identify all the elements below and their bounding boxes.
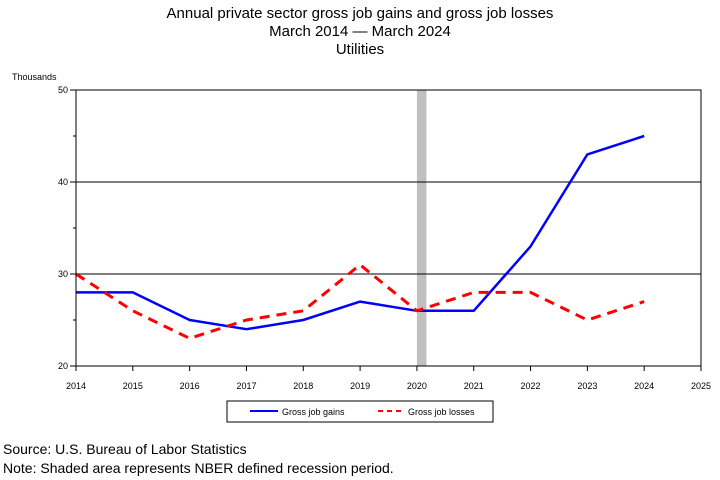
chart-subtitle-industry: Utilities xyxy=(335,41,385,58)
x-tick-label: 2017 xyxy=(236,381,256,391)
legend-label-gains: Gross job gains xyxy=(282,407,345,417)
x-tick-label: 2022 xyxy=(521,381,541,391)
chart-subtitle-period: March 2014 — March 2024 xyxy=(269,23,451,40)
legend-label-losses: Gross job losses xyxy=(408,407,475,417)
recession-note: Note: Shaded area represents NBER define… xyxy=(3,460,394,476)
x-tick-label: 2016 xyxy=(180,381,200,391)
legend: Gross job gains Gross job losses xyxy=(226,400,494,423)
y-tick-label: 20 xyxy=(58,361,68,371)
recession-band xyxy=(416,90,427,366)
x-tick-label: 2018 xyxy=(293,381,313,391)
line-chart: 20 30 40 50 2014 2015 2016 2017 2018 2019 2020 2021… xyxy=(12,72,711,423)
x-tick-label: 2014 xyxy=(66,381,86,391)
plot-area-frame xyxy=(75,89,702,367)
x-tick-label: 2023 xyxy=(577,381,597,391)
x-tick-label: 2020 xyxy=(407,381,427,391)
source-note: Source: U.S. Bureau of Labor Statistics xyxy=(3,441,247,457)
chart-title-block: Annual private sector gross job gains an… xyxy=(0,5,720,59)
x-tick-label: 2019 xyxy=(350,381,370,391)
y-tick-label: 50 xyxy=(58,85,68,95)
series-line-gross-job-losses xyxy=(75,263,645,340)
chart-title: Annual private sector gross job gains an… xyxy=(166,5,554,22)
x-tick-label: 2021 xyxy=(464,381,484,391)
x-tick-label: 2015 xyxy=(123,381,143,391)
x-tick-label: 2024 xyxy=(634,381,654,391)
x-tick-label: 2025 xyxy=(691,381,711,391)
y-axis-label: Thousands xyxy=(12,72,57,82)
y-tick-label: 30 xyxy=(58,269,68,279)
series-line-gross-job-gains xyxy=(76,134,645,331)
legend-box xyxy=(226,400,494,423)
y-tick-label: 40 xyxy=(58,177,68,187)
